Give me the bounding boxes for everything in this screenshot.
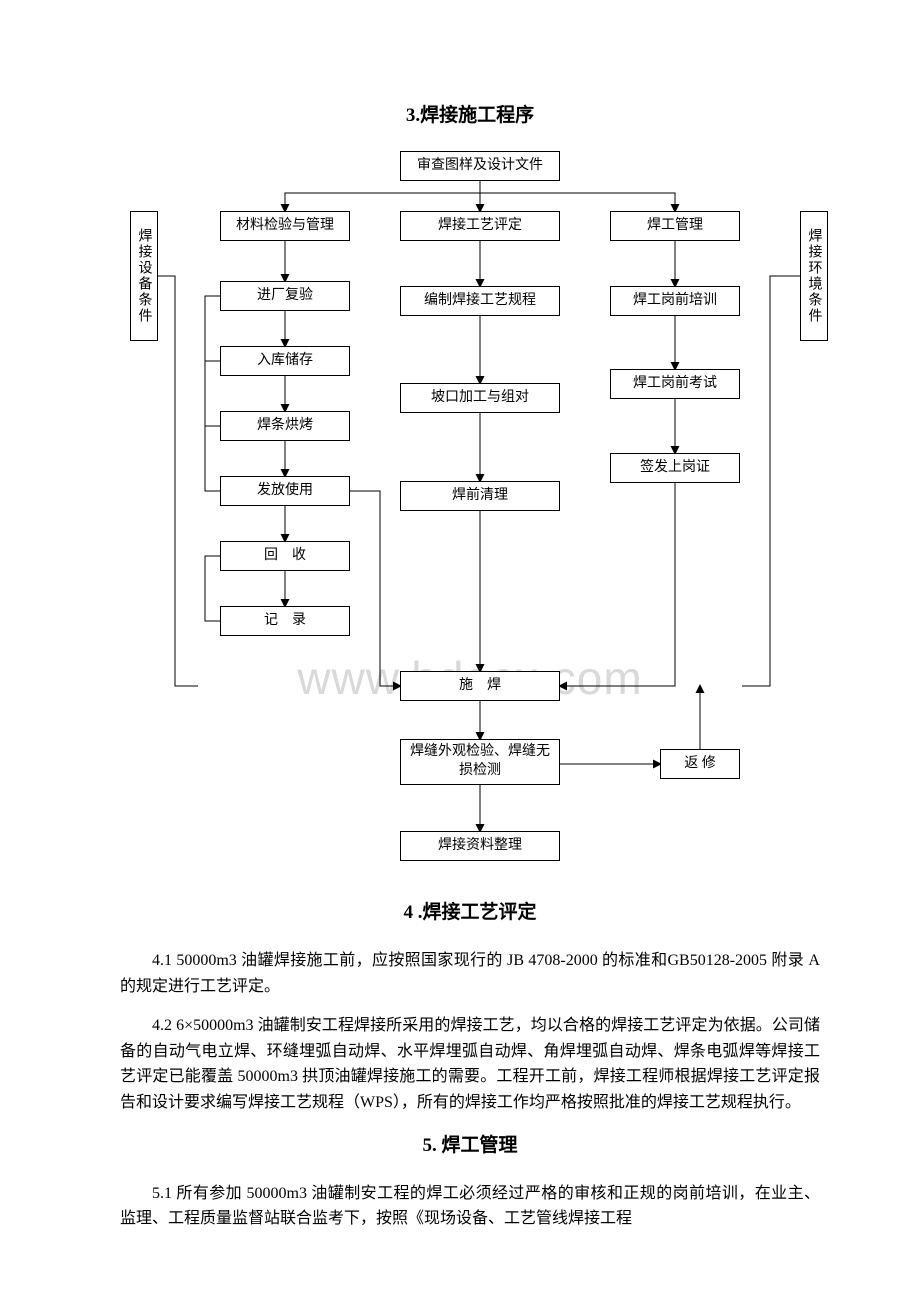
node-b6: 焊缝外观检验、焊缝无损检测 bbox=[400, 739, 560, 785]
flowchart: www.bdocx.com bbox=[120, 151, 820, 881]
para-4-2: 4.2 6×50000m3 油罐制安工程焊接所采用的焊接工艺，均以合格的焊接工艺… bbox=[120, 1013, 820, 1115]
node-c4: 签发上岗证 bbox=[610, 453, 740, 483]
section-3-title: 3.焊接施工程序 bbox=[120, 100, 820, 127]
node-a5: 发放使用 bbox=[220, 476, 350, 506]
node-a3: 入库储存 bbox=[220, 346, 350, 376]
node-b2: 编制焊接工艺规程 bbox=[400, 286, 560, 316]
node-equip-cond: 焊接设备条件 bbox=[130, 211, 158, 341]
node-a7: 记 录 bbox=[220, 606, 350, 636]
node-material-mgmt: 材料检验与管理 bbox=[220, 211, 350, 241]
node-c2: 焊工岗前培训 bbox=[610, 286, 740, 316]
node-env-cond: 焊接环境条件 bbox=[800, 211, 828, 341]
node-b5: 施 焊 bbox=[400, 671, 560, 701]
node-return-fix: 返 修 bbox=[660, 749, 740, 779]
section-5-title: 5. 焊工管理 bbox=[120, 1130, 820, 1157]
node-b4: 焊前清理 bbox=[400, 481, 560, 511]
node-review-docs: 审查图样及设计文件 bbox=[400, 151, 560, 181]
node-b3: 坡口加工与组对 bbox=[400, 383, 560, 413]
node-a4: 焊条烘烤 bbox=[220, 411, 350, 441]
node-c3: 焊工岗前考试 bbox=[610, 369, 740, 399]
node-welder-mgmt: 焊工管理 bbox=[610, 211, 740, 241]
para-5-1: 5.1 所有参加 50000m3 油罐制安工程的焊工必须经过严格的审核和正规的岗… bbox=[120, 1181, 820, 1232]
node-a6: 回 收 bbox=[220, 541, 350, 571]
node-a2: 进厂复验 bbox=[220, 281, 350, 311]
node-b7: 焊接资料整理 bbox=[400, 831, 560, 861]
section-4-title: 4 .焊接工艺评定 bbox=[120, 897, 820, 924]
para-4-1: 4.1 50000m3 油罐焊接施工前，应按照国家现行的 JB 4708-200… bbox=[120, 948, 820, 999]
node-weld-qual: 焊接工艺评定 bbox=[400, 211, 560, 241]
